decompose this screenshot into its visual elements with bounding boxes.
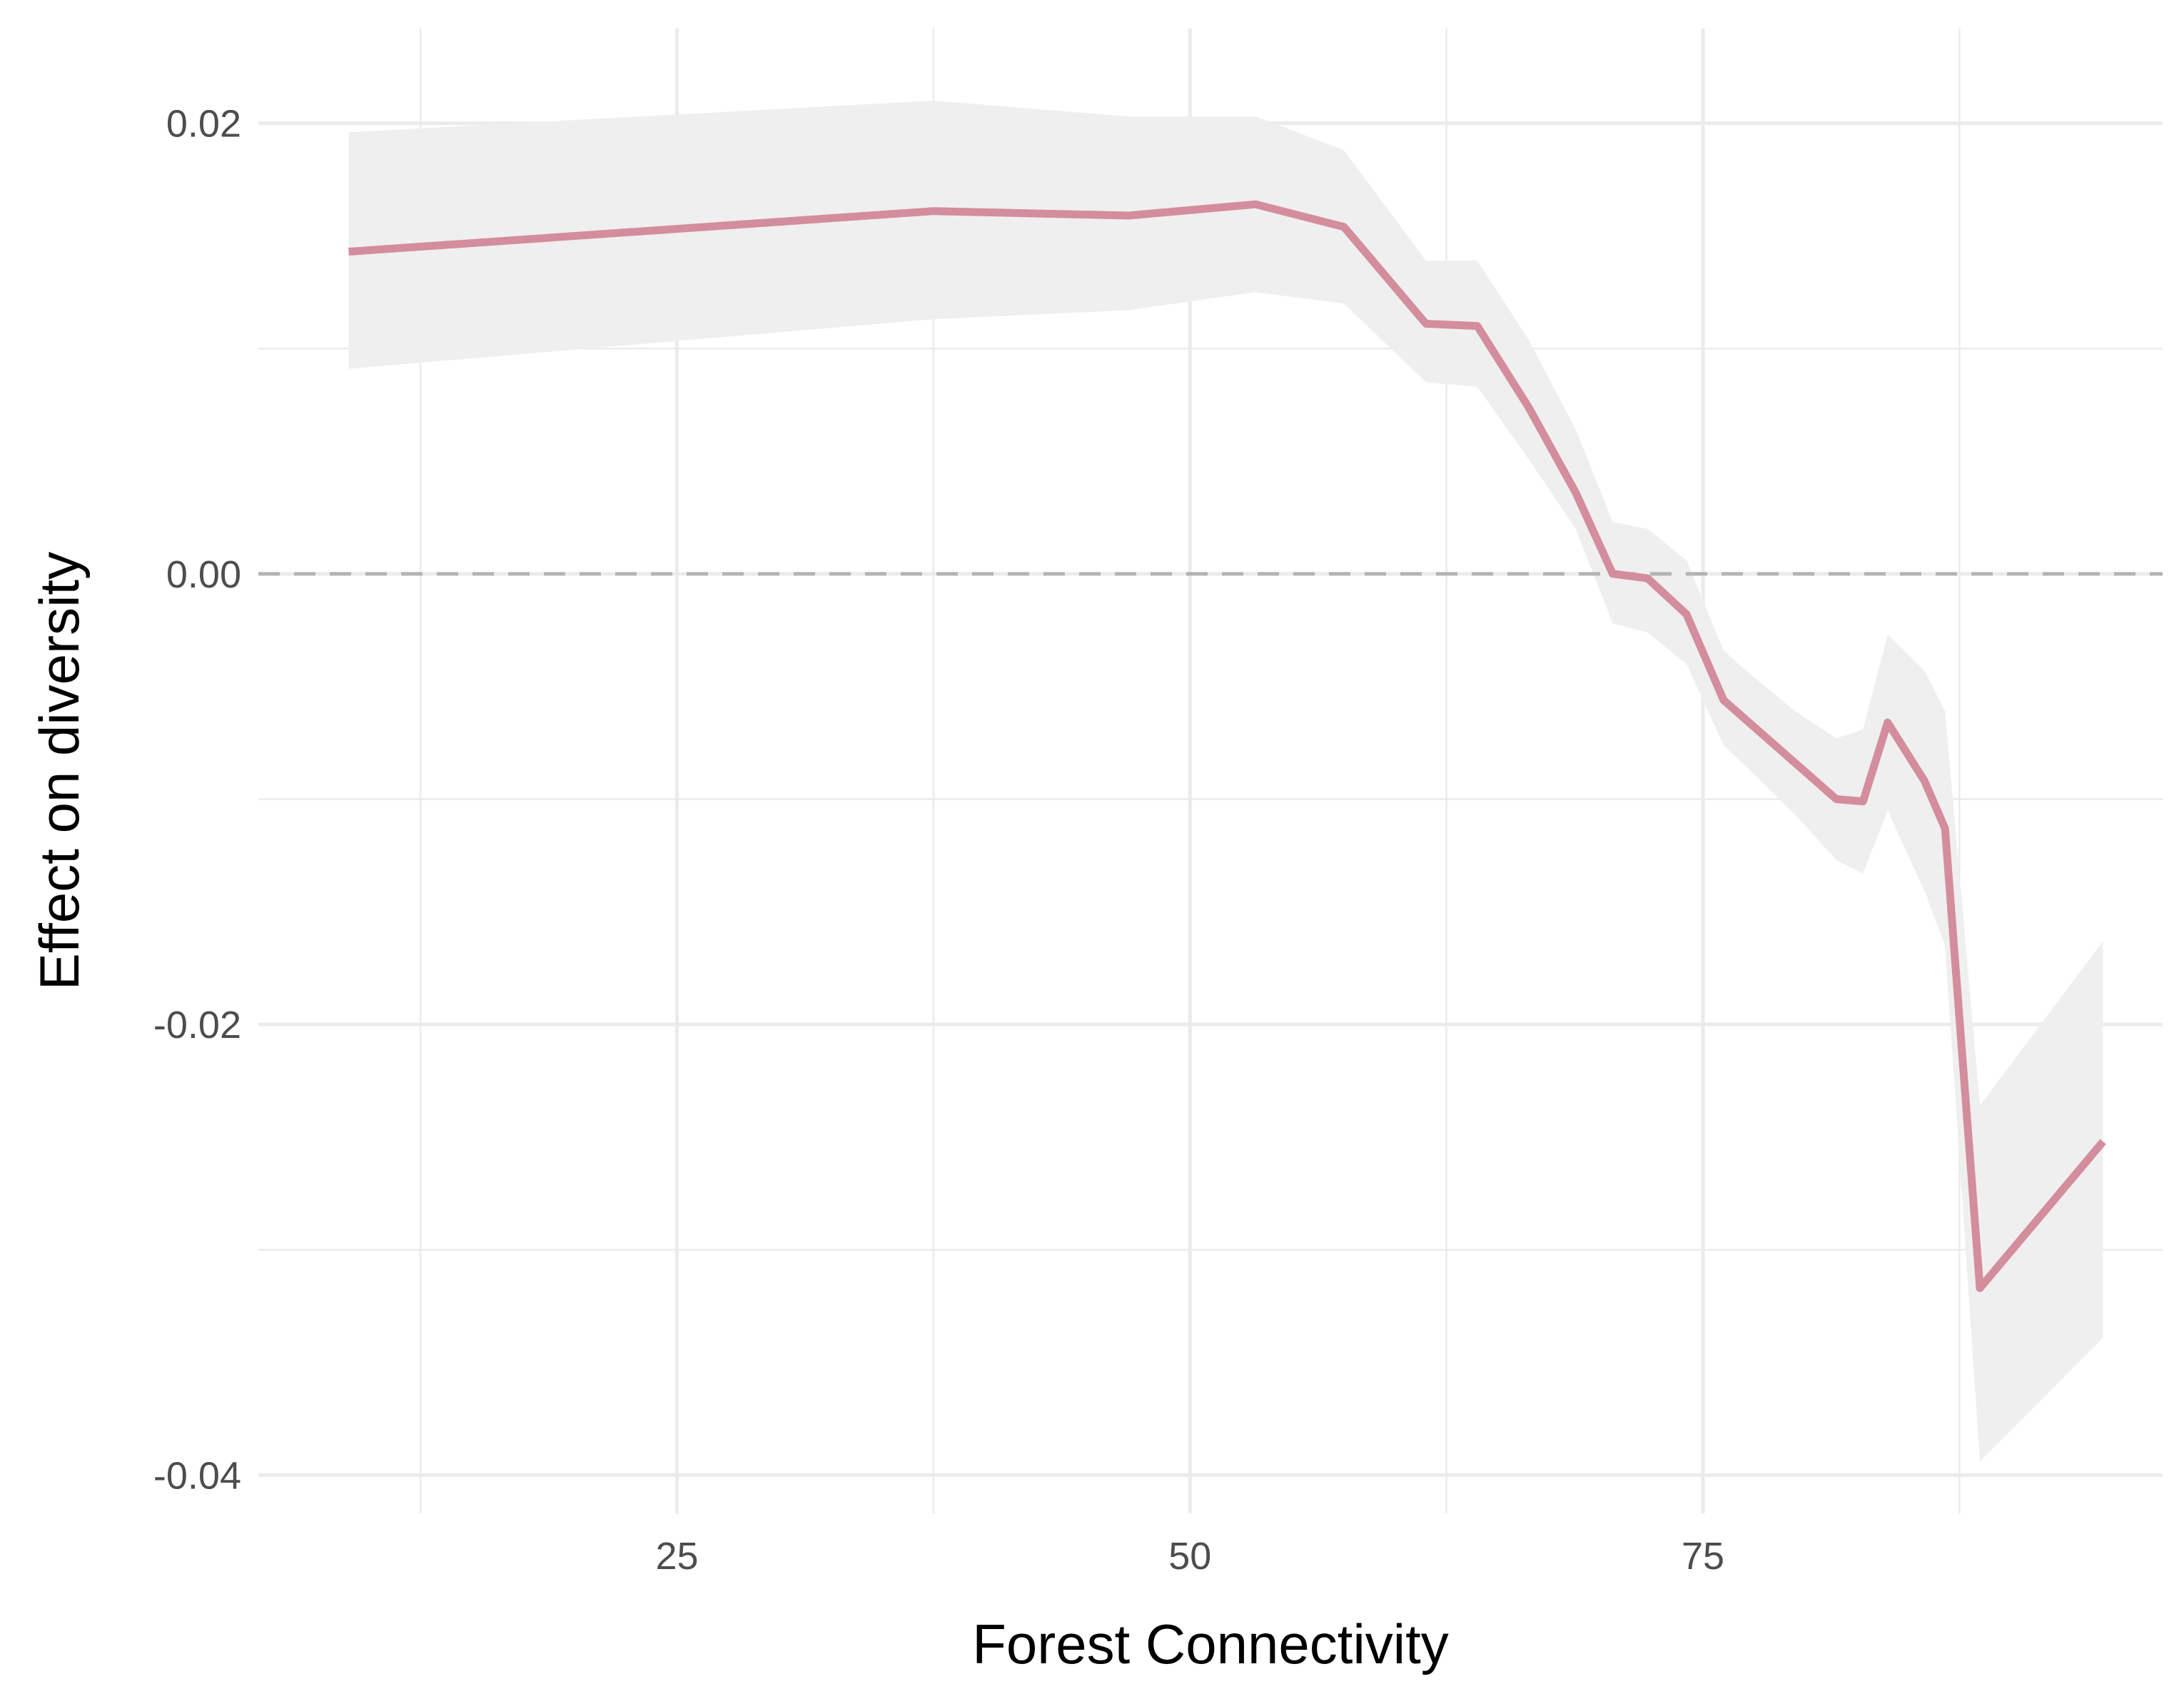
x-tick-label: 25: [655, 1535, 698, 1578]
effect-line: [348, 200, 2106, 1292]
y-tick-label: 0.00: [166, 553, 241, 596]
y-tick-label: 0.02: [166, 103, 241, 146]
effect-lines: [348, 200, 2106, 1292]
x-tick-label: 50: [1168, 1535, 1211, 1578]
y-tick-label: -0.04: [153, 1454, 241, 1497]
x-axis-title: Forest Connectivity: [972, 1613, 1449, 1675]
y-tick-label: -0.02: [153, 1004, 241, 1047]
y-tick-labels: 0.02 0.00 -0.02 -0.04: [153, 103, 241, 1498]
x-tick-label: 75: [1682, 1535, 1724, 1578]
x-tick-labels: 25 50 75: [655, 1535, 1724, 1578]
y-axis-title: Effect on diversity: [28, 552, 91, 990]
